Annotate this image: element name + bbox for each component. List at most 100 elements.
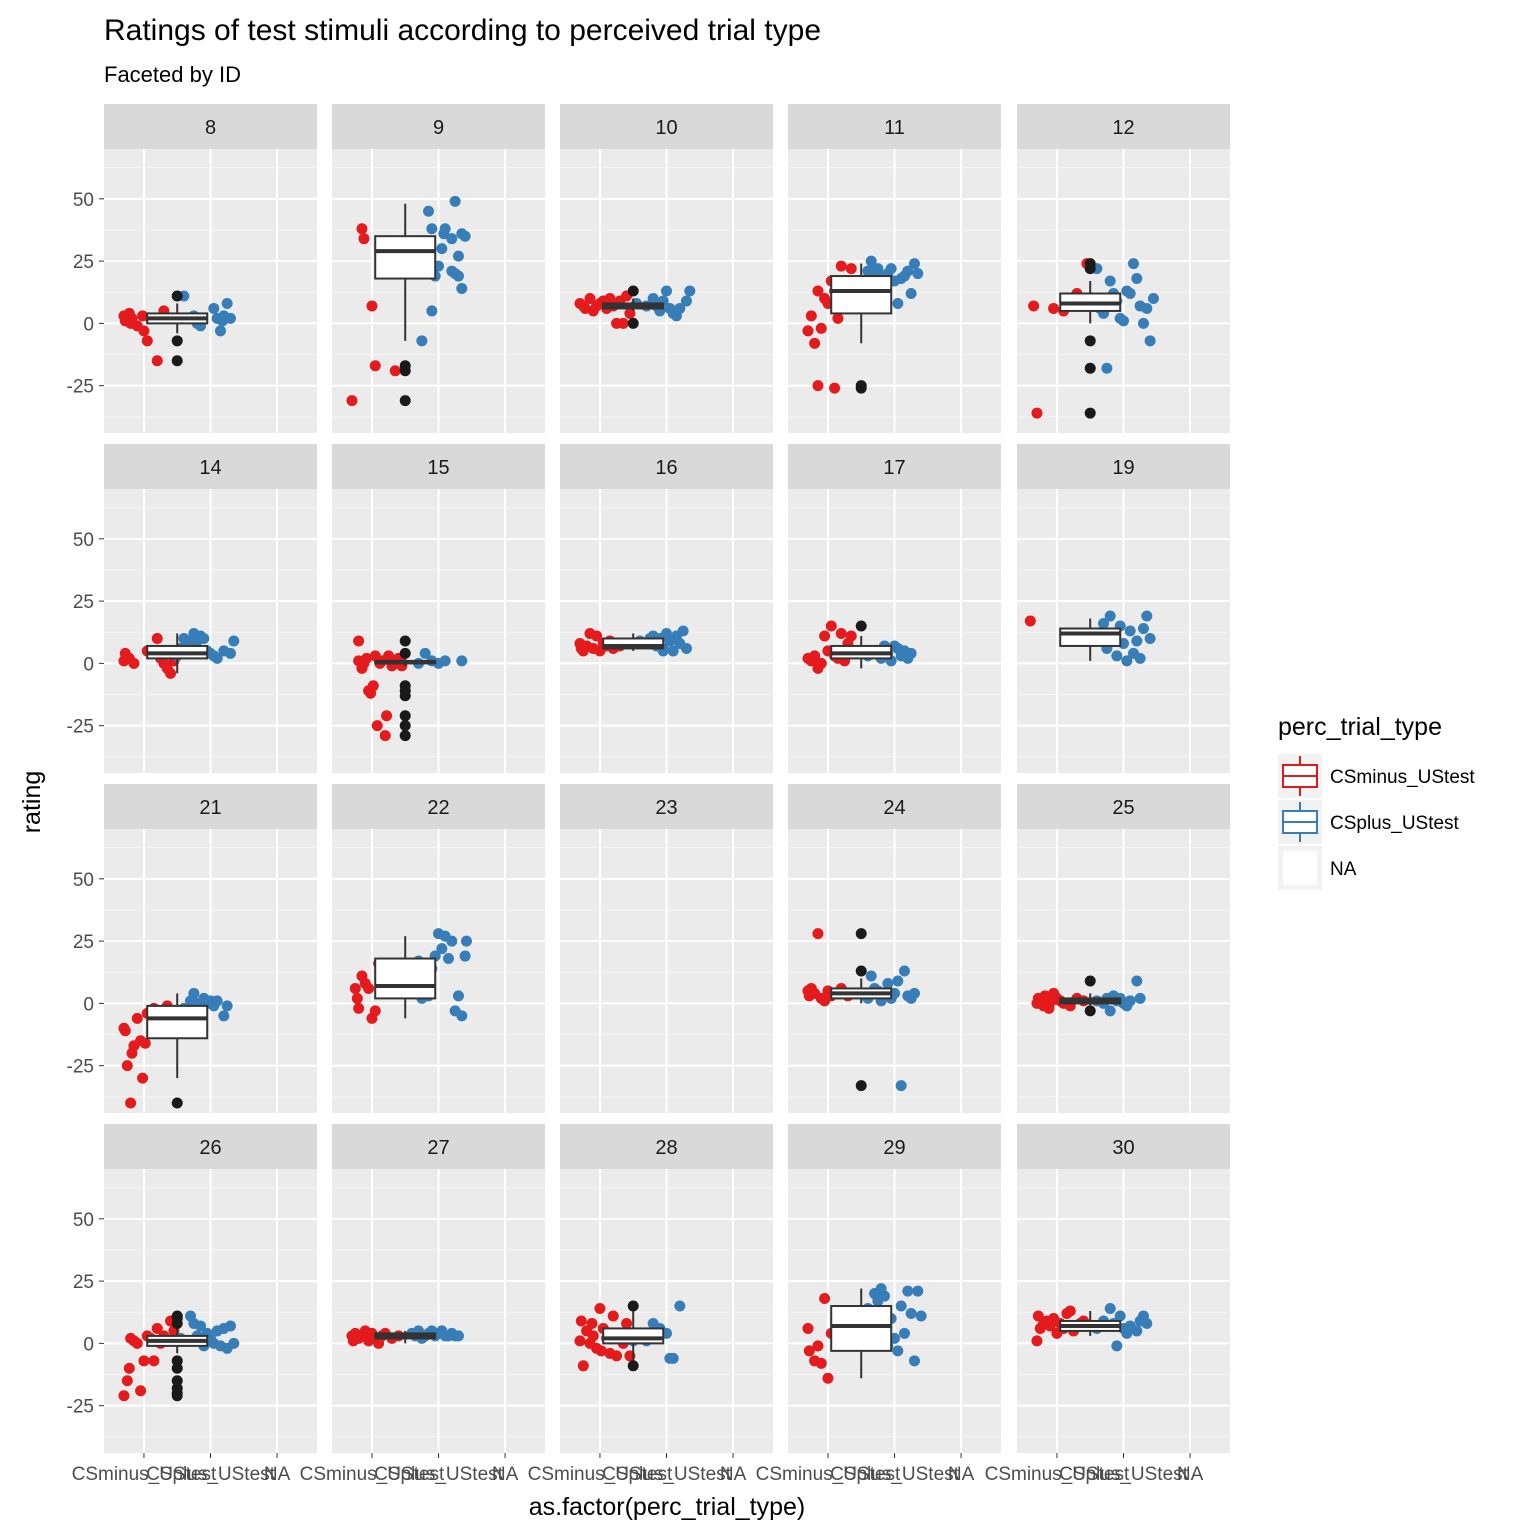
data-point [125, 1097, 137, 1109]
facet-panel-14: 14 -25 0 25 50 [67, 444, 317, 773]
data-point [617, 317, 629, 329]
data-point [674, 1300, 686, 1312]
data-point [1121, 655, 1133, 667]
facet-strip [560, 784, 773, 829]
data-point [667, 645, 679, 657]
x-tick-label: NA [1177, 1464, 1204, 1485]
data-point [221, 1000, 233, 1012]
facet-panel-10: 10 [560, 104, 773, 433]
facet-strip [332, 784, 545, 829]
data-point [138, 1355, 150, 1367]
data-point [621, 1317, 633, 1329]
facet-label: 27 [427, 1137, 449, 1159]
outlier-point [627, 285, 639, 297]
data-point [684, 285, 696, 297]
data-point [882, 977, 894, 989]
data-point [446, 935, 458, 947]
facet-label: 10 [655, 117, 677, 139]
outlier-point [399, 635, 411, 647]
data-point [135, 1385, 147, 1397]
y-tick-label: 50 [73, 530, 94, 551]
outlier-point [171, 1317, 183, 1329]
data-point [151, 1322, 163, 1334]
data-point [865, 970, 877, 982]
y-tick-label: 25 [73, 1272, 94, 1293]
data-point [371, 720, 383, 732]
data-point [1104, 610, 1116, 622]
y-tick-label: 50 [73, 190, 94, 211]
y-tick-label: -25 [67, 717, 94, 738]
data-point [148, 1355, 160, 1367]
outlier-point [855, 928, 867, 940]
data-point [119, 1025, 131, 1037]
data-point [369, 1005, 381, 1017]
outlier-point [171, 1390, 183, 1402]
data-point [363, 982, 375, 994]
data-point [832, 312, 844, 324]
facet-label: 19 [1112, 457, 1134, 479]
outlier-point [171, 1097, 183, 1109]
y-tick-label: 25 [73, 252, 94, 273]
data-point [594, 1303, 606, 1315]
data-point [456, 283, 468, 295]
data-point [819, 630, 831, 642]
data-point [1137, 317, 1149, 329]
data-point [908, 987, 920, 999]
box-iqr [602, 637, 665, 650]
y-tick-label: 0 [83, 654, 94, 675]
data-point [436, 243, 448, 255]
facet-label: 11 [884, 117, 905, 139]
data-point [835, 260, 847, 272]
data-point [456, 1010, 468, 1022]
data-point [228, 635, 240, 647]
facet-strip [104, 104, 317, 149]
data-point [577, 1360, 589, 1372]
x-tick-label: CSminus_UStest [528, 1464, 673, 1485]
facet-label: 14 [199, 457, 221, 479]
outlier-point [855, 965, 867, 977]
data-point [426, 305, 438, 317]
x-tick-label: NA [492, 1464, 519, 1485]
data-point [369, 360, 381, 372]
data-point [912, 268, 924, 280]
data-point [1064, 1305, 1076, 1317]
data-point [1104, 1303, 1116, 1315]
data-point [358, 233, 370, 245]
x-tick-label: NA [948, 1464, 975, 1485]
data-point [353, 635, 365, 647]
data-point [165, 667, 177, 679]
outlier-point [1084, 407, 1096, 419]
facet-strip [560, 444, 773, 489]
legend-label: NA [1330, 859, 1357, 880]
facet-strip [332, 1124, 545, 1169]
facet-label: 26 [199, 1137, 221, 1159]
data-point [121, 1375, 133, 1387]
outlier-point [171, 335, 183, 347]
data-point [188, 987, 200, 999]
data-point [805, 310, 817, 322]
facet-strip [1017, 104, 1230, 149]
data-point [1144, 632, 1156, 644]
outlier-point [399, 710, 411, 722]
data-point [439, 655, 451, 667]
data-point [812, 285, 824, 297]
facet-strip [788, 104, 1001, 149]
data-point [825, 620, 837, 632]
data-point [356, 223, 368, 235]
data-point [1131, 975, 1143, 987]
y-tick-label: 50 [73, 870, 94, 891]
x-tick-label: CSplus_UStest [374, 1464, 504, 1485]
data-point [121, 1060, 133, 1072]
data-point [1048, 302, 1060, 314]
data-point [905, 287, 917, 299]
data-point [118, 1390, 130, 1402]
data-point [151, 632, 163, 644]
data-point [221, 297, 233, 309]
facet-label: 24 [883, 797, 905, 819]
facet-strip [560, 104, 773, 149]
data-point [892, 975, 904, 987]
box-iqr [374, 957, 437, 1000]
facet-panel-17: 17 [788, 444, 1001, 773]
facet-label: 15 [427, 457, 449, 479]
